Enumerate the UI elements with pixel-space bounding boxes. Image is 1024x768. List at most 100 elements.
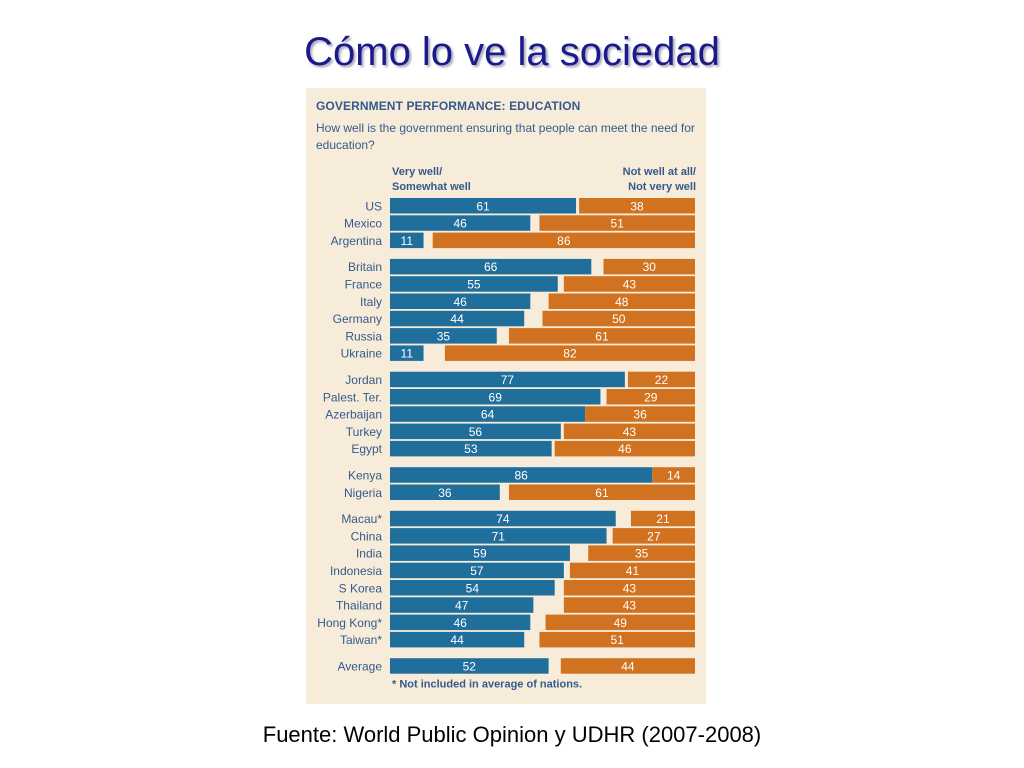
value-label-not-well: 27 [647,529,661,543]
value-label-not-well: 43 [623,425,637,439]
value-label-not-well: 36 [633,408,647,422]
bar-very-well [390,215,531,231]
value-label-not-well: 50 [612,312,626,326]
bar-very-well [390,389,601,405]
country-label: US [365,199,382,213]
country-label: Mexico [344,217,382,231]
bar-very-well [390,440,552,457]
country-label: Ukraine [341,347,383,361]
country-label: Hong Kong* [317,616,382,630]
bar-very-well [390,484,500,500]
bar-very-well [390,545,570,561]
bar-very-well [390,658,549,674]
legend-right-label: Not well at all/ [623,166,696,178]
value-label-well: 69 [489,390,503,404]
bar-not-well [539,631,695,648]
country-label: China [351,529,383,543]
country-label: Egypt [351,442,382,456]
value-label-not-well: 61 [595,486,609,500]
country-label: Taiwan* [340,633,382,647]
value-label-not-well: 41 [626,564,640,578]
legend-right-label: Not very well [628,181,696,193]
chart-panel: GOVERNMENT PERFORMANCE: EDUCATION How we… [306,88,706,704]
bar-not-well [554,440,695,457]
value-label-not-well: 38 [630,199,644,213]
value-label-well: 11 [401,347,414,361]
value-label-well: 54 [466,581,480,595]
country-label: Italy [360,295,382,309]
value-label-well: 56 [469,425,483,439]
country-label: Britain [348,260,382,274]
country-label: S Korea [339,581,383,595]
slide-title: Cómo lo ve la sociedad [304,30,720,74]
country-label: Nigeria [344,486,382,500]
bar-not-well [444,345,695,361]
bar-very-well [390,328,497,344]
bar-very-well [390,580,555,596]
value-label-well: 57 [470,564,484,578]
country-label: Germany [333,312,382,326]
value-label-not-well: 61 [595,329,609,343]
bar-not-well [652,467,695,483]
country-label: Kenya [348,468,382,482]
value-label-not-well: 43 [623,277,637,291]
country-label: Average [338,659,383,673]
bar-very-well [390,258,592,275]
country-label: Russia [345,329,382,343]
value-label-well: 35 [437,329,451,343]
value-label-not-well: 44 [621,659,635,673]
bar-not-well [627,371,695,388]
value-label-well: 44 [450,633,464,647]
bar-very-well [390,597,534,613]
value-label-well: 53 [464,442,478,456]
bar-very-well [390,423,561,440]
bar-not-well [545,614,695,631]
value-label-well: 52 [463,659,477,673]
bar-not-well [563,276,695,292]
value-label-not-well: 14 [667,468,681,482]
bar-chart: Very well/Somewhat well Not well at all/N… [317,166,696,691]
bar-not-well [542,310,695,327]
bar-not-well [563,423,695,440]
value-label-well: 46 [453,217,467,231]
bar-not-well [508,484,695,500]
country-label: France [345,277,383,291]
bar-not-well [539,215,695,231]
value-label-well: 59 [473,547,487,561]
bar-very-well [390,198,577,214]
legend-left-label: Very well/ [392,166,442,178]
bar-not-well [588,545,695,561]
legend-left-label: Somewhat well [392,181,471,193]
country-label: Turkey [346,425,382,439]
bar-very-well [390,232,424,249]
bar-not-well [612,528,695,544]
value-label-well: 44 [450,312,464,326]
bar-very-well [390,276,558,292]
value-label-well: 55 [467,277,481,291]
bar-not-well [569,562,695,579]
value-label-not-well: 51 [611,633,625,647]
country-label: Argentina [331,234,383,248]
bar-very-well [390,467,653,483]
bar-not-well [560,658,695,674]
value-label-well: 71 [492,529,506,543]
bar-not-well [432,232,695,249]
bar-not-well [606,389,695,405]
bar-very-well [390,345,424,361]
value-label-well: 77 [501,373,515,387]
value-label-not-well: 51 [611,217,625,231]
value-label-not-well: 35 [635,547,649,561]
value-label-well: 61 [476,199,490,213]
bar-very-well [390,614,531,631]
country-label: India [356,547,382,561]
bar-very-well [390,310,525,327]
bar-not-well [603,258,695,275]
country-label: Palest. Ter. [323,390,382,404]
country-label: Azerbaijan [325,408,382,422]
value-label-well: 74 [496,512,510,526]
footnote: * Not included in average of nations. [392,679,582,691]
bar-not-well [548,293,695,309]
country-label: Thailand [336,599,382,613]
bar-very-well [390,562,564,579]
country-label: Macau* [341,512,382,526]
